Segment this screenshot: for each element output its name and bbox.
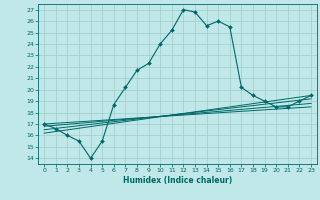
X-axis label: Humidex (Indice chaleur): Humidex (Indice chaleur) <box>123 176 232 185</box>
